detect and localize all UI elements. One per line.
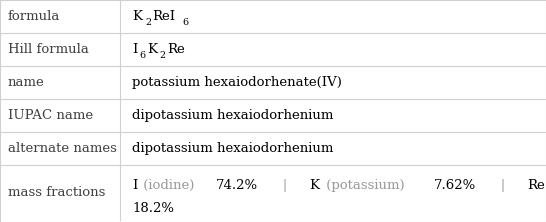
Text: name: name bbox=[8, 76, 45, 89]
Text: 2: 2 bbox=[145, 18, 151, 27]
Text: 6: 6 bbox=[139, 51, 145, 60]
Text: K: K bbox=[147, 43, 157, 56]
Text: ReI: ReI bbox=[153, 10, 176, 23]
Text: mass fractions: mass fractions bbox=[8, 186, 105, 199]
Text: Hill formula: Hill formula bbox=[8, 43, 89, 56]
Text: alternate names: alternate names bbox=[8, 142, 117, 155]
Text: 18.2%: 18.2% bbox=[132, 202, 174, 215]
Text: dipotassium hexaiodorhenium: dipotassium hexaiodorhenium bbox=[132, 142, 334, 155]
Text: (iodine): (iodine) bbox=[139, 179, 199, 192]
Text: (potassium): (potassium) bbox=[322, 179, 409, 192]
Text: Re: Re bbox=[527, 179, 545, 192]
Text: I: I bbox=[132, 43, 138, 56]
Text: 6: 6 bbox=[182, 18, 188, 27]
Text: 2: 2 bbox=[160, 51, 166, 60]
Text: |: | bbox=[489, 179, 519, 192]
Text: I: I bbox=[132, 179, 138, 192]
Text: dipotassium hexaiodorhenium: dipotassium hexaiodorhenium bbox=[132, 109, 334, 122]
Text: potassium hexaiodorhenate(IV): potassium hexaiodorhenate(IV) bbox=[132, 76, 342, 89]
Text: 74.2%: 74.2% bbox=[216, 179, 258, 192]
Text: |: | bbox=[270, 179, 300, 192]
Text: K: K bbox=[132, 10, 142, 23]
Text: formula: formula bbox=[8, 10, 61, 23]
Text: IUPAC name: IUPAC name bbox=[8, 109, 93, 122]
Text: Re: Re bbox=[168, 43, 185, 56]
Text: K: K bbox=[309, 179, 319, 192]
Text: 7.62%: 7.62% bbox=[434, 179, 476, 192]
